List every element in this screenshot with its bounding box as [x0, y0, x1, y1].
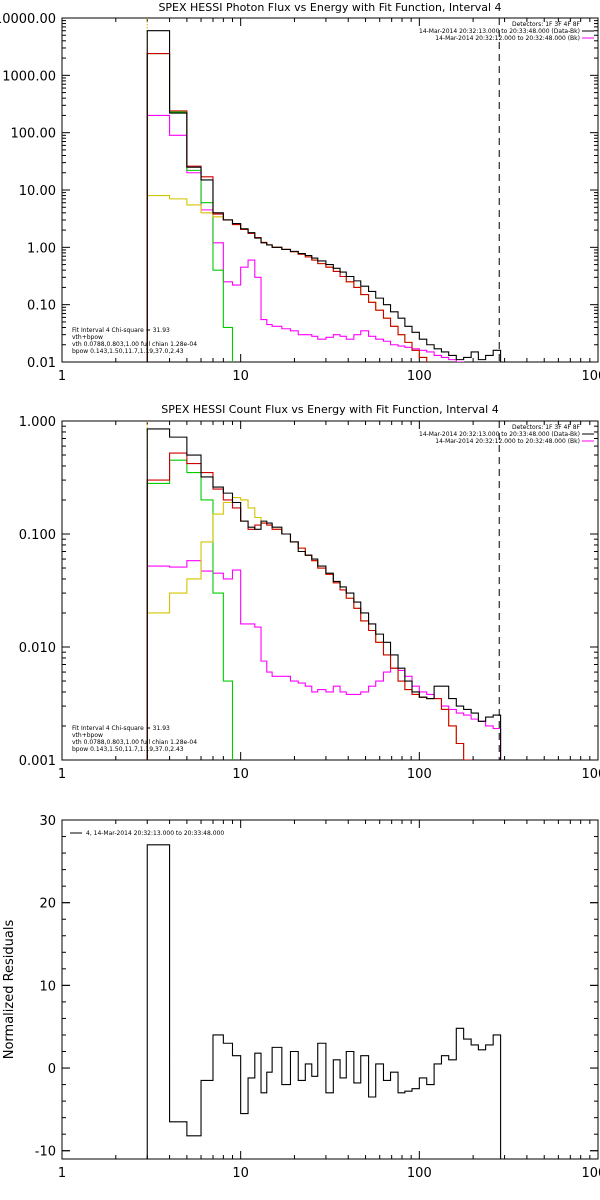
y-tick-label: 30 [39, 814, 56, 829]
y-tick-label: 10 [39, 979, 56, 994]
x-tick-label: 1 [58, 767, 66, 782]
y-tick-label: 0.100 [19, 528, 56, 543]
plot-frame [61, 819, 599, 1160]
legend-top: 4, 14-Mar-2014 20:32:13.000 to 20:33:48.… [70, 830, 224, 837]
y-tick-label: 0.001 [19, 754, 56, 769]
y-tick-label: 0.010 [19, 641, 56, 656]
x-tick-label: 1000 [581, 767, 600, 782]
y-axis-label: Normalized Residuals [2, 920, 17, 1060]
plot-area [146, 30, 502, 362]
y-tick-label: 10000.00 [0, 12, 56, 27]
x-tick-label: 100 [407, 1166, 432, 1181]
series-bk [146, 560, 502, 760]
y-tick-label: -10 [35, 1145, 56, 1160]
x-tick-label: 1 [58, 369, 66, 384]
series-vth [146, 52, 234, 362]
y-tick-label: 0 [48, 1062, 56, 1077]
legend-bottom-entry: vth 0.0788,0.803,1.00 full chian 1.28e-0… [72, 341, 197, 348]
plot-area [146, 844, 502, 1159]
legend-top-entry: 14-Mar-2014 20:32:12.000 to 20:32:48.000… [435, 438, 580, 445]
x-tick-label: 10 [232, 767, 249, 782]
chart-title: SPEX HESSI Count Flux vs Energy with Fit… [161, 403, 498, 416]
y-tick-label: 10.00 [19, 184, 56, 199]
y-tick-label: 20 [39, 897, 56, 912]
y-tick-label: 100.00 [11, 127, 57, 142]
plot-area [146, 428, 502, 760]
legend-top-entry: 14-Mar-2014 20:32:13.000 to 20:33:48.000… [419, 28, 580, 35]
legend-entry: 4, 14-Mar-2014 20:32:13.000 to 20:33:48.… [86, 830, 224, 837]
legend-bottom-entry: vth+bpow [72, 732, 103, 739]
series-bk [146, 114, 465, 362]
y-tick-label: 0.01 [27, 356, 56, 371]
plot-frame [61, 420, 599, 761]
legend-bottom-entry: bpow 0.143,1.50,11.7,1.19,37.0,2.43 [72, 746, 184, 753]
series-vth [146, 459, 234, 760]
legend-bottom: Fit Interval 4 Chi-square = 31.93vth+bpo… [72, 327, 197, 355]
series-data-bk [146, 30, 502, 362]
legend-bottom-entry: Fit Interval 4 Chi-square = 31.93 [72, 327, 170, 334]
x-tick-label: 1 [58, 1166, 66, 1181]
legend-top-entry: Detectors: 1F 3F 4F 8F [512, 424, 581, 431]
y-tick-label: 0.10 [27, 299, 56, 314]
chart-panel-3: 1 10 100 1000 -10 0 10 20 30 Normalized Residuals… [2, 814, 600, 1181]
legend-bottom-entry: vth 0.0788,0.803,1.00 full chian 1.28e-0… [72, 739, 197, 746]
legend-bottom: Fit Interval 4 Chi-square = 31.93vth+bpo… [72, 725, 197, 753]
chart-title: SPEX HESSI Photon Flux vs Energy with Fi… [158, 1, 501, 14]
series-bpow [146, 497, 472, 760]
legend-bottom-entry: Fit Interval 4 Chi-square = 31.93 [72, 725, 170, 732]
x-tick-label: 100 [407, 767, 432, 782]
x-tick-label: 10 [232, 1166, 249, 1181]
series-bpow [146, 195, 428, 362]
chart-panel-1: SPEX HESSI Photon Flux vs Energy with Fi… [0, 1, 600, 384]
x-tick-label: 1000 [581, 369, 600, 384]
legend-bottom-entry: bpow 0.143,1.50,11.7,1.19,37.0,2.43 [72, 348, 184, 355]
series-4-14-mar-2014-20-32-13-0 [146, 844, 502, 1159]
y-tick-label: 1.000 [19, 415, 56, 430]
x-tick-label: 10 [232, 369, 249, 384]
chart-panel-2: SPEX HESSI Count Flux vs Energy with Fit… [19, 403, 600, 782]
x-tick-label: 100 [407, 369, 432, 384]
series-vth-bpow [146, 452, 472, 760]
y-tick-label: 1.00 [27, 241, 56, 256]
legend-bottom-entry: vth+bpow [72, 334, 103, 341]
legend-top-entry: 14-Mar-2014 20:32:13.000 to 20:33:48.000… [419, 431, 580, 438]
y-tick-label: 1000.00 [2, 69, 56, 84]
plot-frame [61, 17, 599, 363]
legend-top-entry: Detectors: 1F 3F 4F 8F [512, 21, 581, 28]
legend-top-entry: 14-Mar-2014 20:32:12.000 to 20:32:48.000… [435, 35, 580, 42]
series-vth-bpow [146, 52, 428, 362]
x-tick-label: 1000 [581, 1166, 600, 1181]
series-data-bk [146, 428, 502, 760]
